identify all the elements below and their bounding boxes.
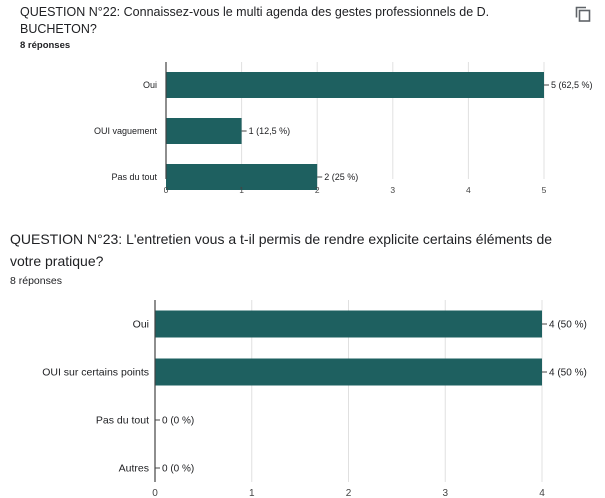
- bar: [155, 310, 542, 338]
- x-tick-label: 5: [542, 185, 547, 195]
- x-tick-label: 4: [539, 488, 545, 498]
- question-22-title: QUESTION N°22: Connaissez-vous le multi …: [20, 5, 490, 36]
- question-23-title: QUESTION N°23: L'entretien vous a t-il p…: [10, 231, 553, 269]
- category-label: Autres: [119, 463, 149, 475]
- x-tick-label: 3: [390, 185, 395, 195]
- question-23-bar-chart: Oui 4 (50 %) OUI sur certains points 4 (50 …: [42, 300, 587, 498]
- value-label: 2 (25 %): [324, 172, 358, 182]
- x-tick-label: 4: [466, 185, 471, 195]
- x-tick-label: 2: [315, 185, 320, 195]
- category-label: Oui: [143, 80, 157, 90]
- x-tick-label: 0: [164, 185, 169, 195]
- question-23-response-count: 8 réponses: [10, 275, 62, 287]
- x-tick-label: 3: [442, 488, 448, 498]
- value-label: 4 (50 %): [549, 320, 587, 331]
- category-label: OUI sur certains points: [42, 367, 149, 379]
- value-label: 0 (0 %): [162, 464, 194, 475]
- x-tick-label: 2: [346, 488, 352, 498]
- copy-icon[interactable]: [574, 5, 592, 23]
- value-label: 4 (50 %): [549, 368, 587, 379]
- x-tick-label: 1: [239, 185, 244, 195]
- bar: [166, 118, 242, 144]
- value-label: 0 (0 %): [162, 416, 194, 427]
- category-label: Oui: [133, 319, 149, 331]
- bar: [166, 164, 318, 190]
- x-tick-label: 0: [152, 488, 158, 498]
- value-label: 1 (12,5 %): [249, 126, 291, 136]
- bar: [166, 72, 544, 98]
- question-22-bar-chart: Oui 5 (62,5 %) OUI vaguement 1 (12,5 %) Pas …: [94, 62, 593, 195]
- value-label: 5 (62,5 %): [551, 80, 593, 90]
- category-label: Pas du tout: [96, 415, 149, 427]
- bar: [155, 358, 542, 386]
- category-label: OUI vaguement: [94, 126, 158, 136]
- category-label: Pas du tout: [111, 172, 157, 182]
- question-22-response-count: 8 réponses: [20, 40, 71, 51]
- x-tick-label: 1: [249, 488, 255, 498]
